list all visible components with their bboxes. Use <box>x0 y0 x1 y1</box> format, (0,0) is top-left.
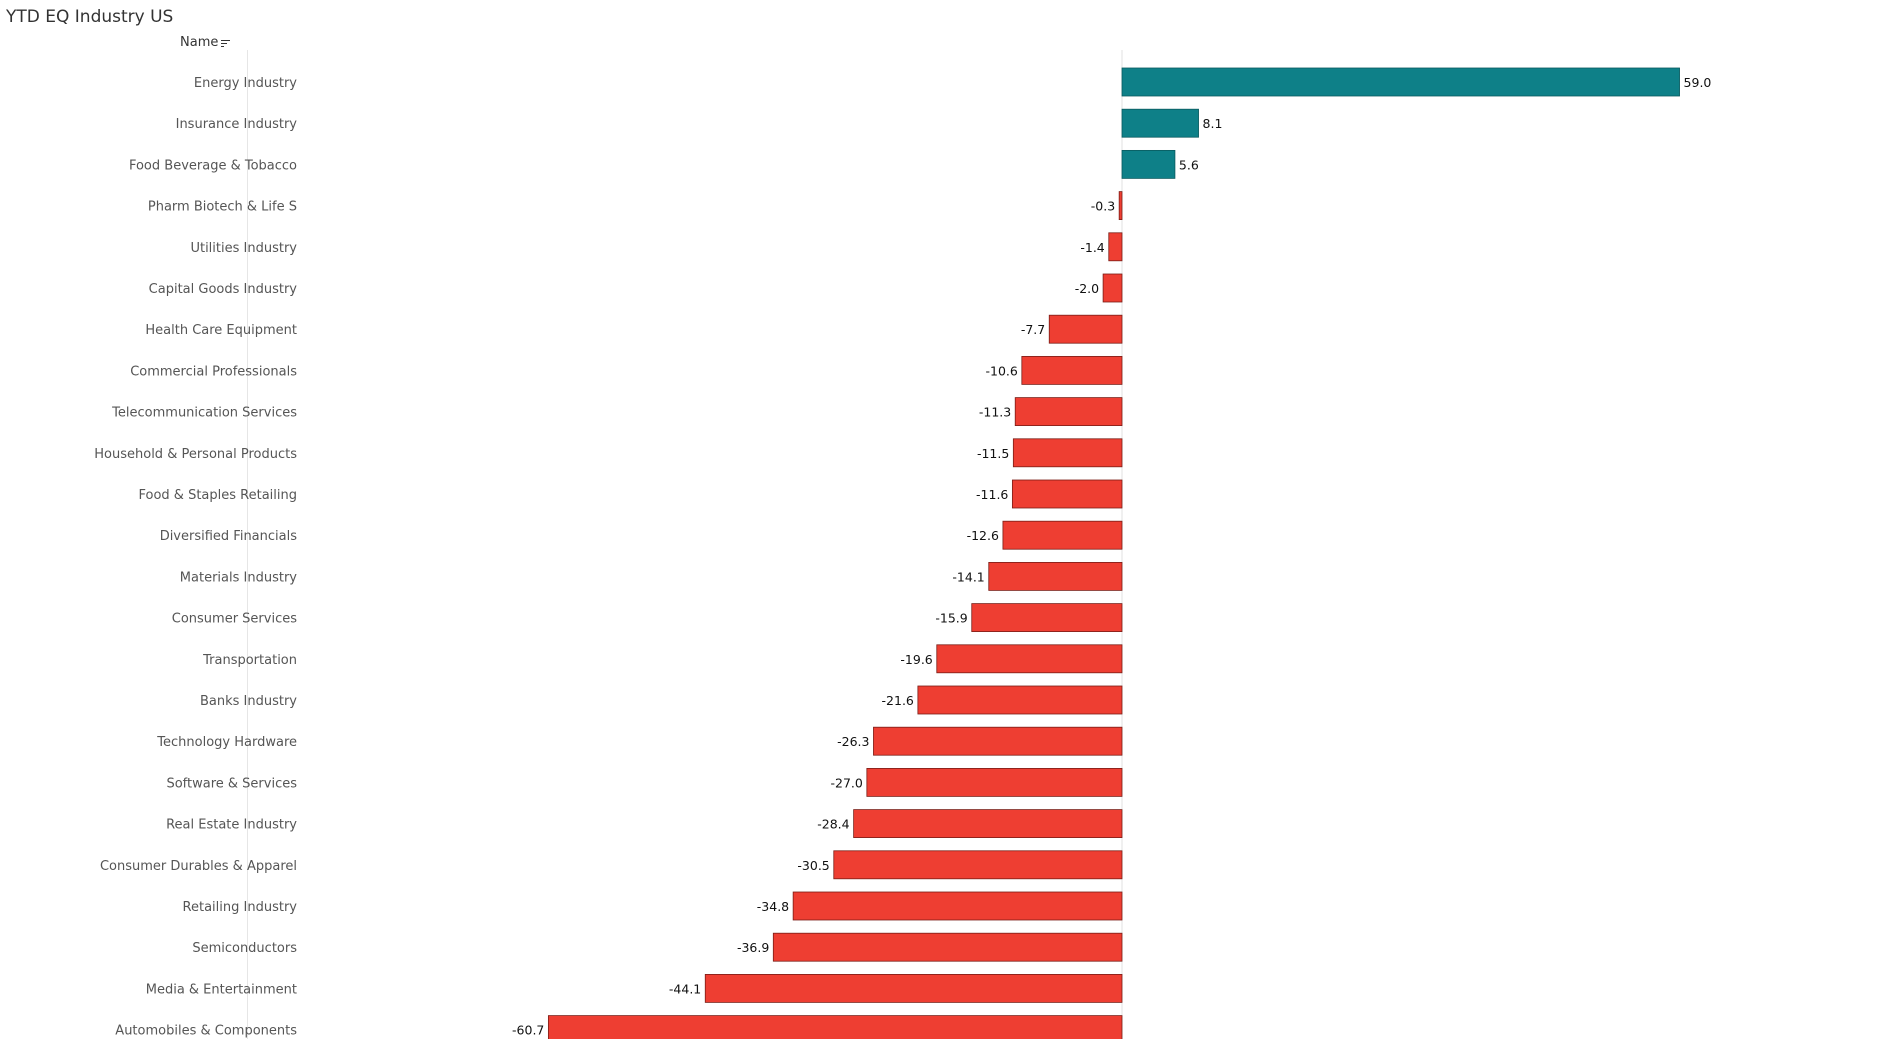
value-label: -26.3 <box>837 734 869 749</box>
value-label: -19.6 <box>900 652 932 667</box>
value-label: -0.3 <box>1091 199 1115 214</box>
bars <box>547 67 1680 1039</box>
value-label: -28.4 <box>817 817 849 832</box>
bar[interactable] <box>772 932 1123 962</box>
sort-descending-icon[interactable] <box>221 39 231 47</box>
category-label: Food Beverage & Tobacco <box>129 158 297 173</box>
value-label: -34.8 <box>757 899 789 914</box>
bar[interactable] <box>873 726 1123 756</box>
bar[interactable] <box>704 974 1123 1003</box>
category-label: Pharm Biotech & Life S <box>148 200 297 215</box>
bar[interactable] <box>1121 67 1680 97</box>
category-label: Real Estate Industry <box>166 818 297 833</box>
category-label: Diversified Financials <box>160 529 298 544</box>
category-label: Insurance Industry <box>176 117 298 132</box>
category-label: Automobiles & Components <box>115 1024 297 1039</box>
category-label: Technology Hardware <box>156 735 297 750</box>
bar[interactable] <box>1012 438 1123 468</box>
value-label: -11.5 <box>977 446 1009 461</box>
category-label: Materials Industry <box>180 570 297 585</box>
bar[interactable] <box>1011 479 1123 509</box>
value-label: -11.3 <box>979 405 1011 420</box>
value-label: 59.0 <box>1684 75 1712 90</box>
value-label: -36.9 <box>737 940 769 955</box>
value-label: -7.7 <box>1021 322 1045 337</box>
category-label: Commercial Professionals <box>130 364 297 379</box>
bar[interactable] <box>1121 108 1199 138</box>
category-label: Energy Industry <box>194 76 297 91</box>
category-label: Capital Goods Industry <box>149 282 298 297</box>
value-label: -10.6 <box>985 363 1017 378</box>
bar[interactable] <box>853 809 1123 838</box>
value-label: -44.1 <box>669 981 701 996</box>
value-labels: 59.0 8.1 5.6 -0.3 -1.4 -2.0 -7.7 -10.6 -11.3 -11.… <box>512 75 1711 1038</box>
bar[interactable] <box>1121 149 1176 179</box>
bar[interactable] <box>1118 191 1123 221</box>
bar[interactable] <box>1002 520 1123 550</box>
bar[interactable] <box>917 685 1123 715</box>
bar[interactable] <box>792 891 1123 921</box>
bar[interactable] <box>547 1015 1123 1039</box>
bar[interactable] <box>1102 273 1123 303</box>
value-label: -12.6 <box>967 528 999 543</box>
category-label: Retailing Industry <box>183 900 298 915</box>
value-label: -14.1 <box>952 569 984 584</box>
value-label: -27.0 <box>831 775 863 790</box>
value-label: -30.5 <box>797 858 829 873</box>
value-label: 8.1 <box>1203 116 1223 131</box>
bar[interactable] <box>1108 232 1123 262</box>
category-labels: Energy Industry Insurance Industry Food Be… <box>94 76 297 1039</box>
bar[interactable] <box>833 850 1123 880</box>
value-label: -11.6 <box>976 487 1008 502</box>
value-label: -1.4 <box>1080 240 1104 255</box>
category-label: Media & Entertainment <box>146 982 297 997</box>
chart-title: YTD EQ Industry US <box>6 7 174 27</box>
value-label: -21.6 <box>882 693 914 708</box>
name-column-header[interactable]: Name <box>180 35 231 50</box>
category-label: Banks Industry <box>200 694 297 709</box>
category-label: Health Care Equipment <box>145 323 297 338</box>
name-column-label: Name <box>180 35 219 50</box>
value-label: -60.7 <box>512 1023 544 1038</box>
category-label: Transportation <box>202 653 297 668</box>
category-label: Semiconductors <box>192 941 297 956</box>
category-label: Utilities Industry <box>190 241 297 256</box>
value-label: 5.6 <box>1179 157 1199 172</box>
bar[interactable] <box>1014 397 1123 427</box>
bar[interactable] <box>866 768 1123 797</box>
category-label: Food & Staples Retailing <box>139 488 298 503</box>
value-label: -2.0 <box>1075 281 1099 296</box>
value-label: -15.9 <box>935 611 967 626</box>
category-label: Household & Personal Products <box>94 447 297 462</box>
category-label: Consumer Services <box>172 612 297 627</box>
bar[interactable] <box>1048 314 1123 344</box>
category-label: Consumer Durables & Apparel <box>100 859 297 874</box>
bar[interactable] <box>971 603 1123 632</box>
category-label: Software & Services <box>166 776 297 791</box>
bar[interactable] <box>936 644 1123 674</box>
category-label: Telecommunication Services <box>111 406 297 421</box>
bar[interactable] <box>1021 355 1123 385</box>
bar[interactable] <box>988 562 1123 591</box>
